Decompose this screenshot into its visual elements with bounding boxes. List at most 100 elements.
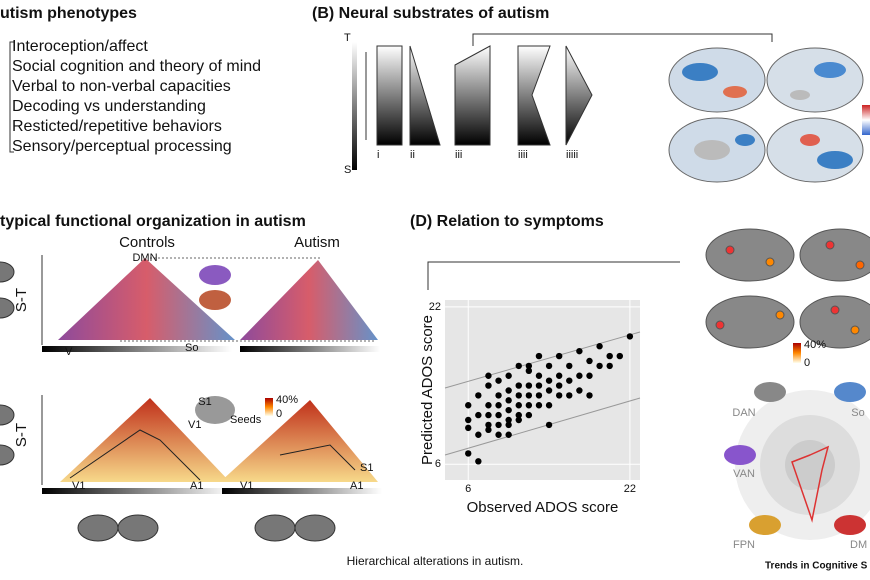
point bbox=[515, 416, 522, 424]
point bbox=[465, 450, 472, 457]
point bbox=[505, 431, 512, 438]
y-tick-label: 22 bbox=[429, 301, 441, 313]
x-tick-label: 6 bbox=[465, 483, 471, 495]
decoration bbox=[240, 346, 380, 352]
decoration bbox=[749, 515, 781, 535]
colorbar bbox=[793, 343, 801, 363]
journal-name: Trends in Cognitive S bbox=[765, 561, 868, 572]
point bbox=[495, 402, 502, 409]
decoration bbox=[800, 134, 820, 146]
decoration bbox=[77, 514, 119, 542]
decoration bbox=[0, 444, 15, 466]
point bbox=[505, 406, 512, 414]
label: S1 bbox=[360, 462, 373, 474]
decoration bbox=[199, 290, 231, 310]
decoration bbox=[0, 261, 15, 283]
scatter-chart: (D) Relation to symptoms 6 22 6 22 Observed A… bbox=[410, 213, 641, 516]
axis-label: S-T bbox=[13, 288, 30, 312]
point bbox=[475, 411, 482, 419]
decoration bbox=[0, 297, 15, 319]
decoration bbox=[834, 382, 866, 402]
panel-title: utism phenotypes bbox=[0, 5, 137, 22]
point bbox=[576, 387, 583, 394]
point bbox=[525, 411, 533, 419]
list-item: Interoception/affect bbox=[12, 38, 148, 55]
label: DMN bbox=[132, 252, 157, 264]
density-plot bbox=[58, 258, 235, 340]
shape bbox=[409, 45, 441, 146]
shape-label: iiii bbox=[518, 149, 528, 161]
point bbox=[576, 347, 583, 355]
point bbox=[535, 352, 543, 360]
decoration bbox=[775, 310, 785, 320]
point bbox=[566, 377, 573, 384]
radar bbox=[724, 382, 870, 540]
decoration bbox=[830, 305, 840, 315]
decoration bbox=[694, 140, 730, 160]
decoration bbox=[199, 265, 231, 285]
point bbox=[525, 392, 533, 399]
decoration bbox=[790, 90, 810, 100]
point bbox=[596, 343, 603, 350]
point bbox=[515, 362, 522, 370]
decoration bbox=[724, 445, 756, 465]
point bbox=[515, 392, 522, 399]
chart-title: (D) Relation to symptoms bbox=[410, 213, 604, 230]
label: V1 bbox=[188, 419, 201, 431]
decoration bbox=[265, 398, 273, 416]
decoration bbox=[834, 515, 866, 535]
point bbox=[485, 426, 492, 434]
point bbox=[485, 372, 492, 379]
point bbox=[485, 421, 492, 429]
shape bbox=[565, 45, 593, 146]
point bbox=[515, 411, 522, 419]
point bbox=[545, 387, 553, 394]
decoration bbox=[766, 117, 864, 183]
shape-label: iiiii bbox=[566, 149, 578, 161]
point bbox=[525, 402, 533, 409]
point bbox=[626, 333, 634, 340]
network-label: DM bbox=[850, 539, 867, 551]
panel-title: (B) Neural substrates of autism bbox=[312, 5, 549, 22]
point bbox=[495, 392, 502, 399]
decoration bbox=[765, 257, 775, 267]
label: 0 bbox=[804, 357, 810, 369]
decoration bbox=[668, 47, 766, 113]
colorbar bbox=[862, 105, 870, 135]
point bbox=[525, 367, 533, 375]
decoration bbox=[117, 514, 159, 542]
decoration bbox=[850, 325, 860, 335]
decoration bbox=[799, 228, 870, 282]
label: S1 bbox=[198, 396, 211, 408]
point bbox=[505, 397, 512, 404]
point bbox=[545, 421, 553, 429]
point bbox=[555, 372, 563, 379]
point bbox=[566, 362, 573, 370]
bracket bbox=[9, 41, 14, 153]
point bbox=[586, 392, 593, 399]
shape bbox=[376, 45, 403, 146]
point bbox=[495, 431, 502, 438]
point bbox=[555, 352, 563, 360]
decoration bbox=[791, 445, 830, 523]
point bbox=[505, 387, 512, 394]
label: V1 bbox=[240, 480, 253, 492]
point bbox=[485, 411, 492, 419]
density-plot bbox=[240, 260, 378, 340]
network-label: VAN bbox=[733, 468, 755, 480]
point bbox=[586, 372, 593, 379]
list-item: Resticted/repetitive behaviors bbox=[12, 118, 222, 135]
plot-area bbox=[445, 300, 640, 480]
decoration bbox=[222, 488, 382, 494]
item-list: Interoception/affect Social cognition and… bbox=[12, 38, 261, 155]
decoration bbox=[42, 488, 232, 494]
network-label: FPN bbox=[733, 539, 755, 551]
label: V1 bbox=[72, 480, 85, 492]
shape-label: i bbox=[377, 149, 379, 161]
decoration bbox=[754, 382, 786, 402]
group-label: Autism bbox=[294, 234, 340, 251]
decoration bbox=[69, 429, 201, 481]
label: A1 bbox=[190, 480, 203, 492]
decoration bbox=[705, 295, 795, 349]
point bbox=[495, 377, 502, 384]
